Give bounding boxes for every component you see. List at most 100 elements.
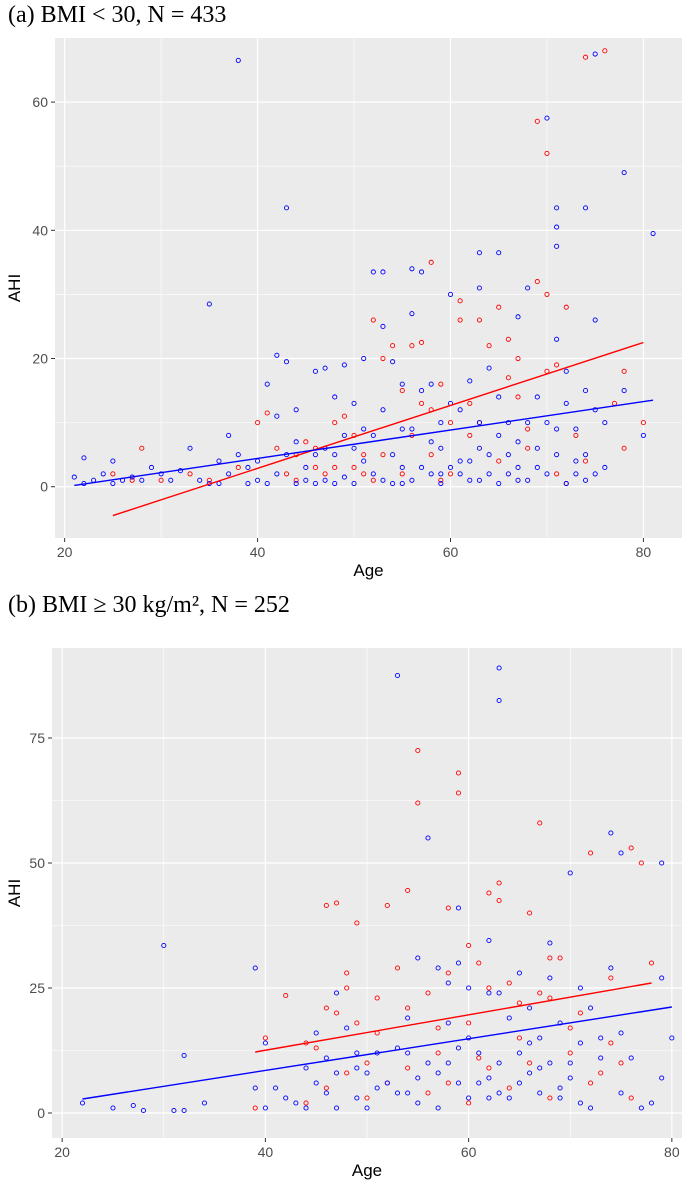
data-point-blue [445,980,451,986]
x-tick-label: 40 [258,1144,274,1160]
data-point-blue [515,314,521,320]
data-point-blue [374,1085,380,1091]
data-point-blue [659,975,665,981]
data-point-red [582,54,589,60]
data-point-red [364,1060,370,1066]
data-point-blue [557,1095,563,1101]
data-point-blue [235,57,241,63]
data-point-blue [486,452,492,458]
data-point-blue [486,937,492,944]
data-point-blue [547,940,553,946]
y-tick-label: 25 [29,980,45,996]
data-point-blue [516,1050,522,1056]
data-point-red [515,355,521,362]
data-point-red [621,445,627,451]
data-point-blue [582,477,589,483]
data-point-blue [354,1095,360,1101]
data-point-blue [262,1105,268,1111]
data-point-red [384,902,390,909]
data-point-blue [303,464,309,471]
data-point-red [255,420,261,426]
data-point-blue [303,477,309,483]
series-blue-points [71,51,656,487]
data-point-red [425,990,431,996]
data-point-blue [567,870,573,876]
data-point-blue [447,464,454,471]
data-point-red [435,1050,441,1056]
data-point-blue [419,269,425,275]
data-point-blue [283,1095,289,1101]
data-point-blue [486,365,492,371]
data-point-blue [399,480,405,487]
data-point-blue [181,1052,187,1059]
data-point-red [394,965,401,971]
data-point-red [333,1010,340,1016]
x-tick-label: 80 [636,544,652,560]
data-point-red [598,1070,604,1076]
data-point-red [252,1105,258,1111]
data-point-blue [274,413,280,419]
data-point-blue [537,1035,543,1041]
data-point-red [496,458,502,464]
data-point-blue [527,1005,533,1011]
data-point-red [486,343,492,349]
y-tick-label: 0 [40,479,48,495]
data-point-red [333,900,340,906]
data-point-blue [438,420,444,426]
data-point-red [466,1020,472,1026]
series-blue-points [79,665,675,1114]
data-point-blue [544,471,550,477]
data-point-red [467,400,473,406]
data-point-red [587,850,594,856]
data-point-blue [608,830,614,836]
data-point-blue [312,368,318,374]
data-point-blue [428,471,434,477]
data-point-red [567,1025,573,1031]
data-point-blue [476,445,482,451]
data-point-blue [554,336,560,342]
data-point-blue [659,1075,665,1081]
data-point-red [445,970,451,976]
data-point-red [332,464,338,471]
data-point-blue [476,250,482,256]
data-point-blue [226,432,232,438]
data-point-blue [563,400,569,406]
data-point-blue [438,445,444,451]
data-point-blue [455,1045,462,1051]
data-point-blue [333,990,340,996]
data-point-red [486,890,492,896]
data-point-blue [640,432,646,438]
data-point-red [445,905,451,911]
data-point-red [638,860,644,866]
data-point-red [435,1025,441,1031]
data-point-blue [245,480,251,487]
data-point-red [476,317,482,323]
data-point-blue [303,1105,309,1111]
data-point-red [354,1020,360,1026]
data-point-red [621,368,627,374]
data-point-blue [380,269,386,275]
data-point-blue [274,471,280,477]
data-point-blue [405,1090,411,1096]
chart-panel-a: (a) BMI < 30, N = 433 20 40 60 80 0 20 40 60 Age… [0,0,685,590]
data-point-blue [344,1025,350,1031]
data-point-red [515,394,521,400]
data-point-blue [582,452,589,458]
data-point-red [505,375,511,381]
data-point-blue [370,269,376,275]
data-point-blue [293,1100,299,1106]
data-point-red [467,432,473,438]
data-point-blue [554,243,560,249]
data-point-blue [554,426,560,432]
data-point-blue [537,1090,543,1096]
data-point-blue [505,420,511,426]
data-point-blue [100,471,106,477]
data-point-blue [582,205,589,211]
data-point-blue [496,250,502,256]
data-point-blue [252,965,258,971]
data-point-blue [592,407,598,413]
data-point-blue [537,1065,543,1071]
data-point-blue [81,455,87,461]
data-point-red [405,1065,411,1071]
data-point-blue [303,1065,309,1071]
